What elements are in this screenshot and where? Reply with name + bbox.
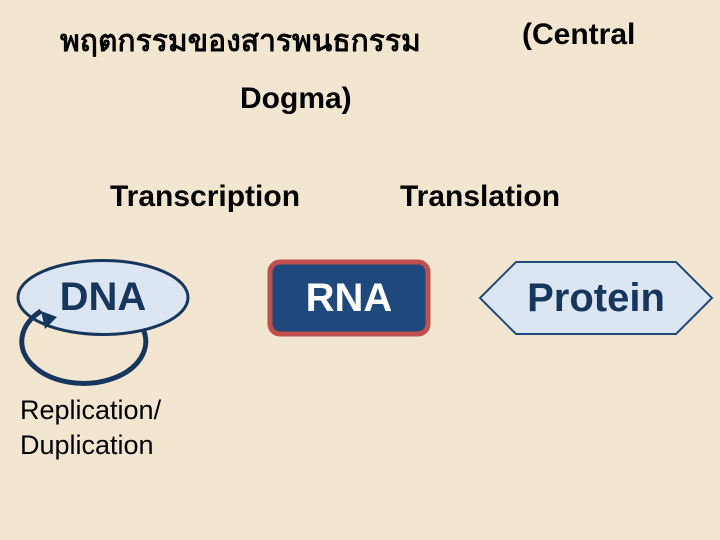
slide: พฤตกรรมของสารพนธกรรม (Central Dogma) Tra…	[0, 0, 720, 540]
label-replication-l2: Duplication	[20, 430, 154, 461]
label-replication-l1: Replication/	[20, 395, 161, 426]
rna-label: RNA	[270, 262, 428, 334]
dna-label: DNA	[18, 260, 188, 335]
protein-label: Protein	[480, 262, 712, 334]
